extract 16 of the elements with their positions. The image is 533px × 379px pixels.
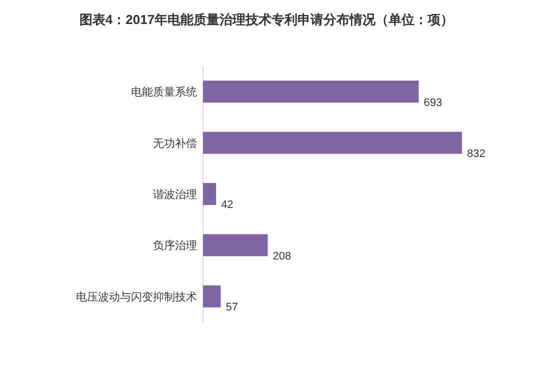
- bar: [203, 234, 268, 256]
- data-label: 57: [226, 302, 238, 314]
- bar: [203, 132, 462, 154]
- y-tick-label: 负序治理: [153, 239, 197, 252]
- bar: [203, 183, 216, 205]
- bar: [203, 80, 419, 103]
- y-tick-label: 电压波动与闪变抑制技术: [76, 290, 197, 304]
- data-label: 832: [467, 148, 486, 160]
- y-tick-label: 谐波治理: [153, 188, 197, 201]
- y-tick-label: 电能质量系统: [131, 86, 197, 99]
- data-label: 208: [272, 250, 292, 262]
- data-label: 693: [424, 96, 442, 109]
- y-tick-label: 无功补偿: [153, 136, 197, 150]
- bar: [203, 285, 221, 308]
- chart-title: 图表4：2017年电能质量治理技术专利申请分布情况（单位：项）: [79, 12, 454, 27]
- data-label: 42: [221, 199, 234, 212]
